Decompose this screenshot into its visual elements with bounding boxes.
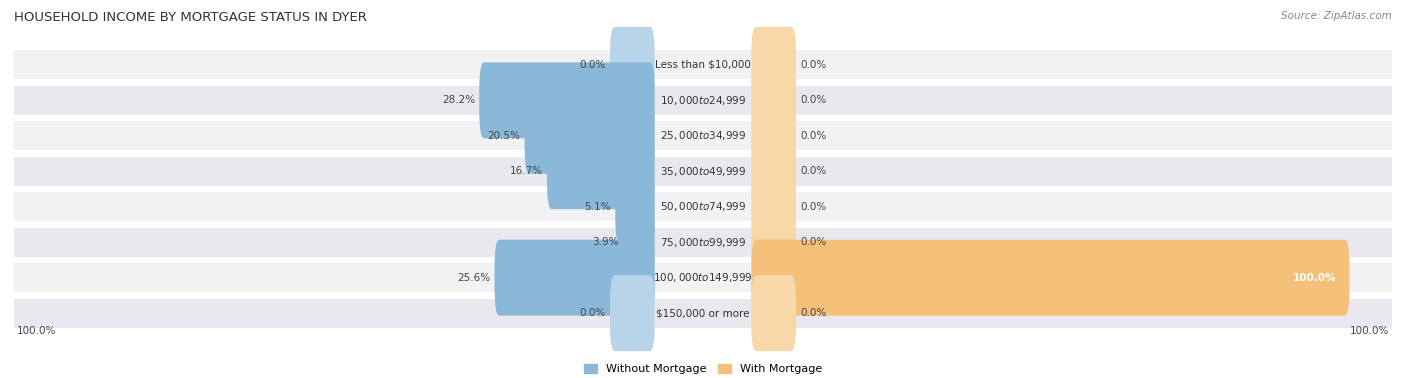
FancyBboxPatch shape — [751, 98, 796, 174]
Text: $150,000 or more: $150,000 or more — [657, 308, 749, 318]
Bar — [14, 157, 1392, 186]
Text: 16.7%: 16.7% — [510, 166, 543, 176]
FancyBboxPatch shape — [495, 240, 655, 316]
Bar — [14, 299, 1392, 328]
Text: 100.0%: 100.0% — [17, 326, 56, 336]
Text: Source: ZipAtlas.com: Source: ZipAtlas.com — [1281, 11, 1392, 21]
Text: $50,000 to $74,999: $50,000 to $74,999 — [659, 200, 747, 213]
Text: 0.0%: 0.0% — [579, 308, 606, 318]
Text: $10,000 to $24,999: $10,000 to $24,999 — [659, 94, 747, 107]
Bar — [14, 192, 1392, 221]
FancyBboxPatch shape — [751, 204, 796, 280]
Text: 100.0%: 100.0% — [1350, 326, 1389, 336]
Bar — [14, 86, 1392, 115]
Bar — [14, 228, 1392, 257]
FancyBboxPatch shape — [751, 169, 796, 245]
Text: 100.0%: 100.0% — [1292, 273, 1336, 283]
Text: $35,000 to $49,999: $35,000 to $49,999 — [659, 165, 747, 178]
FancyBboxPatch shape — [547, 133, 655, 209]
Text: HOUSEHOLD INCOME BY MORTGAGE STATUS IN DYER: HOUSEHOLD INCOME BY MORTGAGE STATUS IN D… — [14, 11, 367, 24]
Text: 0.0%: 0.0% — [800, 308, 827, 318]
Text: $75,000 to $99,999: $75,000 to $99,999 — [659, 236, 747, 249]
Text: 0.0%: 0.0% — [800, 131, 827, 141]
Text: 0.0%: 0.0% — [800, 166, 827, 176]
FancyBboxPatch shape — [610, 27, 655, 103]
FancyBboxPatch shape — [751, 62, 796, 138]
FancyBboxPatch shape — [751, 275, 796, 351]
Legend: Without Mortgage, With Mortgage: Without Mortgage, With Mortgage — [579, 359, 827, 378]
FancyBboxPatch shape — [524, 98, 655, 174]
Bar — [14, 50, 1392, 79]
FancyBboxPatch shape — [751, 133, 796, 209]
Text: 28.2%: 28.2% — [441, 95, 475, 105]
Text: 20.5%: 20.5% — [488, 131, 520, 141]
Text: 25.6%: 25.6% — [457, 273, 491, 283]
FancyBboxPatch shape — [751, 27, 796, 103]
Text: $100,000 to $149,999: $100,000 to $149,999 — [654, 271, 752, 284]
Text: 3.9%: 3.9% — [592, 237, 619, 247]
Text: 0.0%: 0.0% — [800, 95, 827, 105]
Bar — [14, 263, 1392, 292]
Text: 0.0%: 0.0% — [800, 60, 827, 70]
Text: 0.0%: 0.0% — [800, 202, 827, 212]
Text: $25,000 to $34,999: $25,000 to $34,999 — [659, 129, 747, 142]
FancyBboxPatch shape — [616, 169, 655, 245]
Text: 0.0%: 0.0% — [579, 60, 606, 70]
Text: 5.1%: 5.1% — [585, 202, 612, 212]
Text: Less than $10,000: Less than $10,000 — [655, 60, 751, 70]
FancyBboxPatch shape — [479, 62, 655, 138]
Bar — [14, 121, 1392, 150]
FancyBboxPatch shape — [610, 275, 655, 351]
Text: 0.0%: 0.0% — [800, 237, 827, 247]
FancyBboxPatch shape — [751, 240, 1350, 316]
FancyBboxPatch shape — [623, 204, 655, 280]
